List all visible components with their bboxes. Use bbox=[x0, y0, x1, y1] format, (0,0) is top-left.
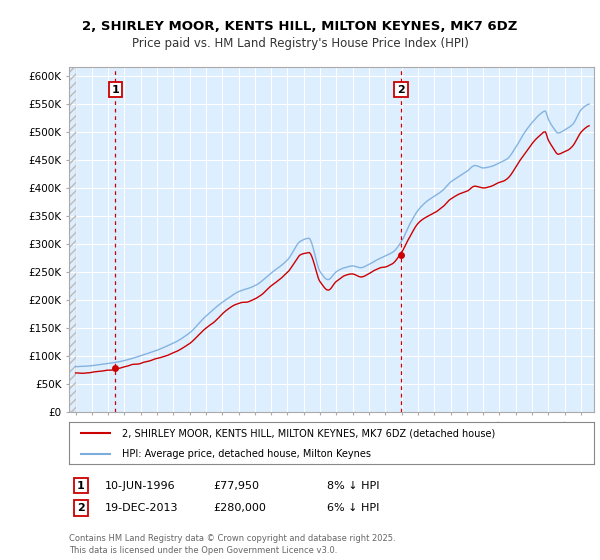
Text: 2: 2 bbox=[397, 85, 405, 95]
Text: £77,950: £77,950 bbox=[213, 480, 259, 491]
Text: £280,000: £280,000 bbox=[213, 503, 266, 513]
Text: HPI: Average price, detached house, Milton Keynes: HPI: Average price, detached house, Milt… bbox=[121, 450, 371, 459]
Text: 6% ↓ HPI: 6% ↓ HPI bbox=[327, 503, 379, 513]
Text: Contains HM Land Registry data © Crown copyright and database right 2025.
This d: Contains HM Land Registry data © Crown c… bbox=[69, 534, 395, 555]
Text: 1: 1 bbox=[77, 480, 85, 491]
Text: 10-JUN-1996: 10-JUN-1996 bbox=[105, 480, 176, 491]
Text: Price paid vs. HM Land Registry's House Price Index (HPI): Price paid vs. HM Land Registry's House … bbox=[131, 37, 469, 50]
Text: 2: 2 bbox=[77, 503, 85, 513]
Text: 1: 1 bbox=[112, 85, 119, 95]
Text: 8% ↓ HPI: 8% ↓ HPI bbox=[327, 480, 380, 491]
Text: 19-DEC-2013: 19-DEC-2013 bbox=[105, 503, 179, 513]
Text: 2, SHIRLEY MOOR, KENTS HILL, MILTON KEYNES, MK7 6DZ (detached house): 2, SHIRLEY MOOR, KENTS HILL, MILTON KEYN… bbox=[121, 428, 495, 438]
Text: 2, SHIRLEY MOOR, KENTS HILL, MILTON KEYNES, MK7 6DZ: 2, SHIRLEY MOOR, KENTS HILL, MILTON KEYN… bbox=[82, 20, 518, 34]
